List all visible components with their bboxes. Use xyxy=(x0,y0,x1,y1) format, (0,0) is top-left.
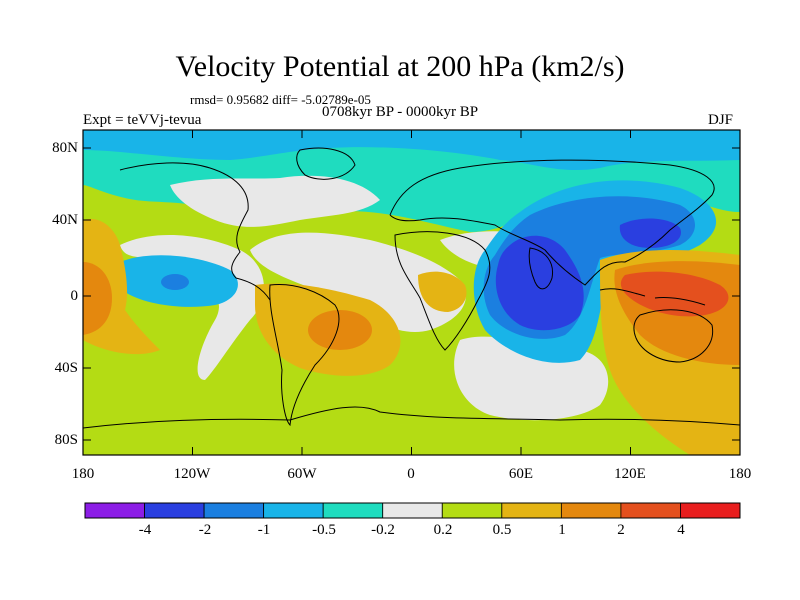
colorbar-label: 1 xyxy=(558,522,566,538)
coastline-antarctica xyxy=(83,406,740,429)
experiment-label: Expt = teVVj-tevua xyxy=(83,112,202,128)
coastline-indonesia xyxy=(599,288,706,306)
field-region-neutral-north xyxy=(170,175,380,227)
coastline-india xyxy=(528,247,554,290)
lat-label-80n: 80N xyxy=(52,140,78,156)
colorbar-label: -1 xyxy=(257,522,271,538)
longitude-ticks xyxy=(82,130,741,455)
field-layer xyxy=(83,130,740,455)
colorbar-frame xyxy=(84,502,741,519)
period-label: 0708kyr BP - 0000kyr BP xyxy=(322,104,479,120)
coastline-layer xyxy=(83,147,740,429)
lon-label-0: 0 xyxy=(407,466,415,482)
season-label: DJF xyxy=(708,112,734,128)
stats-line: rmsd= 0.95682 diff= -5.02789e-05 xyxy=(190,92,371,107)
map-frame-layer xyxy=(82,129,741,456)
colorbar-box xyxy=(620,502,681,519)
lat-label-40n: 40N xyxy=(52,212,78,228)
coastline-north-america xyxy=(119,162,271,301)
field-region-japan-negative-core xyxy=(619,218,681,248)
colorbar-box xyxy=(441,502,503,519)
colorbar-label: 2 xyxy=(617,522,625,538)
colorbar-box xyxy=(263,502,324,519)
colorbar-box xyxy=(203,502,265,519)
colorbar-label: -4 xyxy=(138,522,152,538)
coastline-greenland xyxy=(296,147,356,180)
field-region-africa-positive xyxy=(418,271,467,312)
colorbar-label: -0.2 xyxy=(371,522,395,538)
lon-label-180-west: 180 xyxy=(71,466,95,482)
colorbar-box xyxy=(144,502,205,519)
field-region-maritime-core xyxy=(620,271,729,317)
field-region-neutral-atlantic xyxy=(250,232,466,332)
colorbar xyxy=(84,502,741,519)
lat-label-40s: 40S xyxy=(54,360,78,376)
field-region-east-pacific-core xyxy=(161,274,189,290)
map-title: Velocity Potential at 200 hPa (km2/s) xyxy=(175,50,625,83)
colorbar-box xyxy=(501,502,562,519)
field-region-east-negative-core xyxy=(495,235,584,331)
lon-label-120w: 120W xyxy=(173,466,211,482)
lon-label-60w: 60W xyxy=(287,466,317,482)
coastline-eurasia xyxy=(389,159,715,286)
colorbar-box xyxy=(322,502,384,519)
colorbar-box xyxy=(382,502,443,519)
colorbar-label: 0.5 xyxy=(492,522,512,538)
colorbar-box xyxy=(560,502,622,519)
lon-label-60e: 60E xyxy=(508,466,534,482)
colorbar-label: -0.5 xyxy=(312,522,336,538)
colorbar-label: 0.2 xyxy=(433,522,453,538)
colorbar-box xyxy=(680,502,741,519)
lat-label-80s: 80S xyxy=(54,432,78,448)
field-region-dateline-mid xyxy=(83,262,112,335)
coastline-south-america xyxy=(269,283,340,427)
colorbar-label: -2 xyxy=(198,522,212,538)
lon-label-120e: 120E xyxy=(614,466,646,482)
colorbar-boxes xyxy=(84,502,741,519)
coastline-australia xyxy=(633,309,714,363)
colorbar-label: 4 xyxy=(677,522,685,538)
colorbar-box xyxy=(84,502,145,519)
latitude-ticks xyxy=(83,147,740,441)
lat-label-0: 0 xyxy=(70,288,79,304)
coastline-africa xyxy=(394,231,491,351)
lon-label-180-east: 180 xyxy=(728,466,752,482)
field-region-south-america-core xyxy=(308,310,372,350)
